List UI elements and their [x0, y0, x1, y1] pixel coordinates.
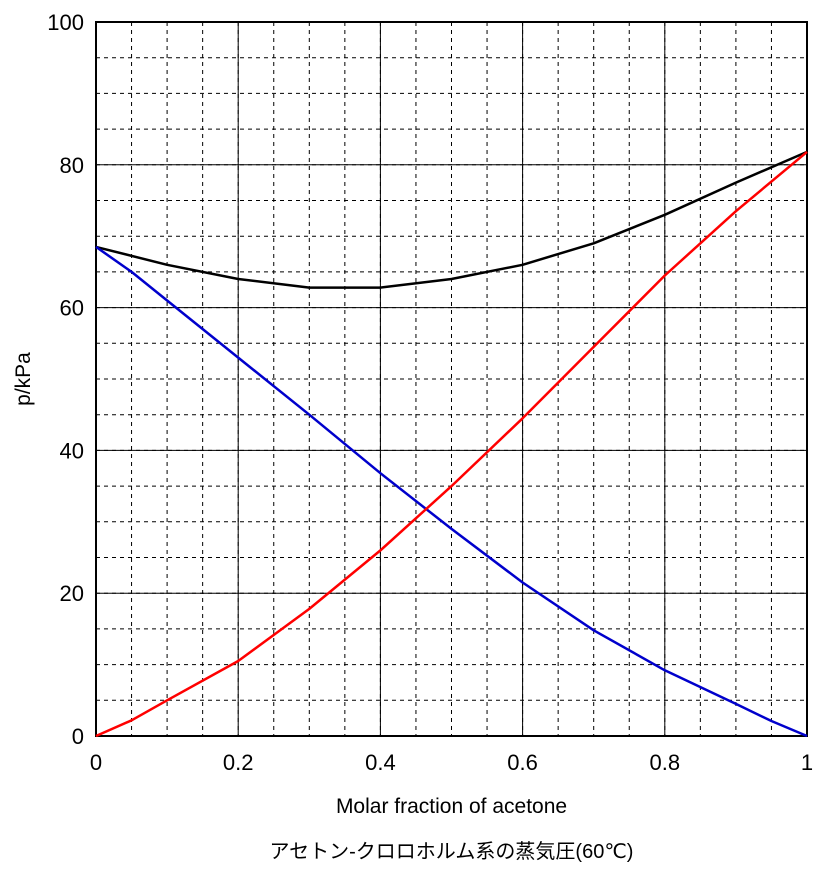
- x-tick-label: 0.4: [365, 750, 396, 775]
- series-line-1: [95, 150, 808, 289]
- series-layer: [95, 150, 808, 738]
- y-tick-label: 0: [72, 724, 84, 749]
- series-line-3: [95, 150, 808, 738]
- x-axis-label: Molar fraction of acetone: [336, 795, 567, 818]
- minor-grid: [96, 22, 807, 736]
- x-tick-label: 0.2: [223, 750, 254, 775]
- x-tick-label: 0.8: [650, 750, 681, 775]
- x-tick-labels: 0 0.2 0.4 0.6 0.8 1: [90, 750, 813, 775]
- series-line-2: [95, 245, 808, 738]
- y-tick-label: 20: [60, 581, 84, 606]
- x-tick-label: 0.6: [507, 750, 538, 775]
- plot-frame: [95, 21, 808, 737]
- y-tick-label: 100: [47, 10, 84, 35]
- major-grid: [96, 22, 807, 736]
- y-tick-label: 60: [60, 296, 84, 321]
- y-tick-labels: 0 20 40 60 80 100: [47, 10, 84, 749]
- x-tick-label: 1: [801, 750, 813, 775]
- y-axis-label: p/kPa: [12, 352, 35, 406]
- y-tick-label: 40: [60, 438, 84, 463]
- x-tick-label: 0: [90, 750, 102, 775]
- chart-caption: アセトン-クロロホルム系の蒸気圧(60℃): [270, 840, 634, 863]
- y-tick-label: 80: [60, 153, 84, 178]
